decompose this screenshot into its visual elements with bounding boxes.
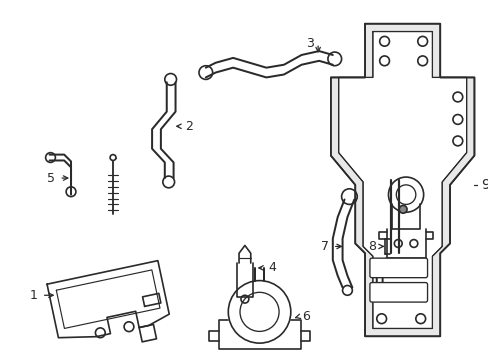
Text: 2: 2 — [185, 120, 193, 133]
Text: 3: 3 — [306, 37, 314, 50]
Circle shape — [398, 206, 406, 213]
Text: 9: 9 — [480, 178, 488, 192]
Polygon shape — [330, 24, 473, 336]
Text: 1: 1 — [30, 289, 38, 302]
Text: 8: 8 — [367, 240, 375, 253]
Text: 4: 4 — [268, 261, 276, 274]
Circle shape — [110, 154, 116, 161]
Text: 7: 7 — [320, 240, 328, 253]
FancyBboxPatch shape — [369, 283, 427, 302]
Polygon shape — [338, 32, 466, 328]
FancyBboxPatch shape — [369, 258, 427, 278]
Text: 5: 5 — [47, 172, 55, 185]
Text: 6: 6 — [302, 310, 310, 323]
